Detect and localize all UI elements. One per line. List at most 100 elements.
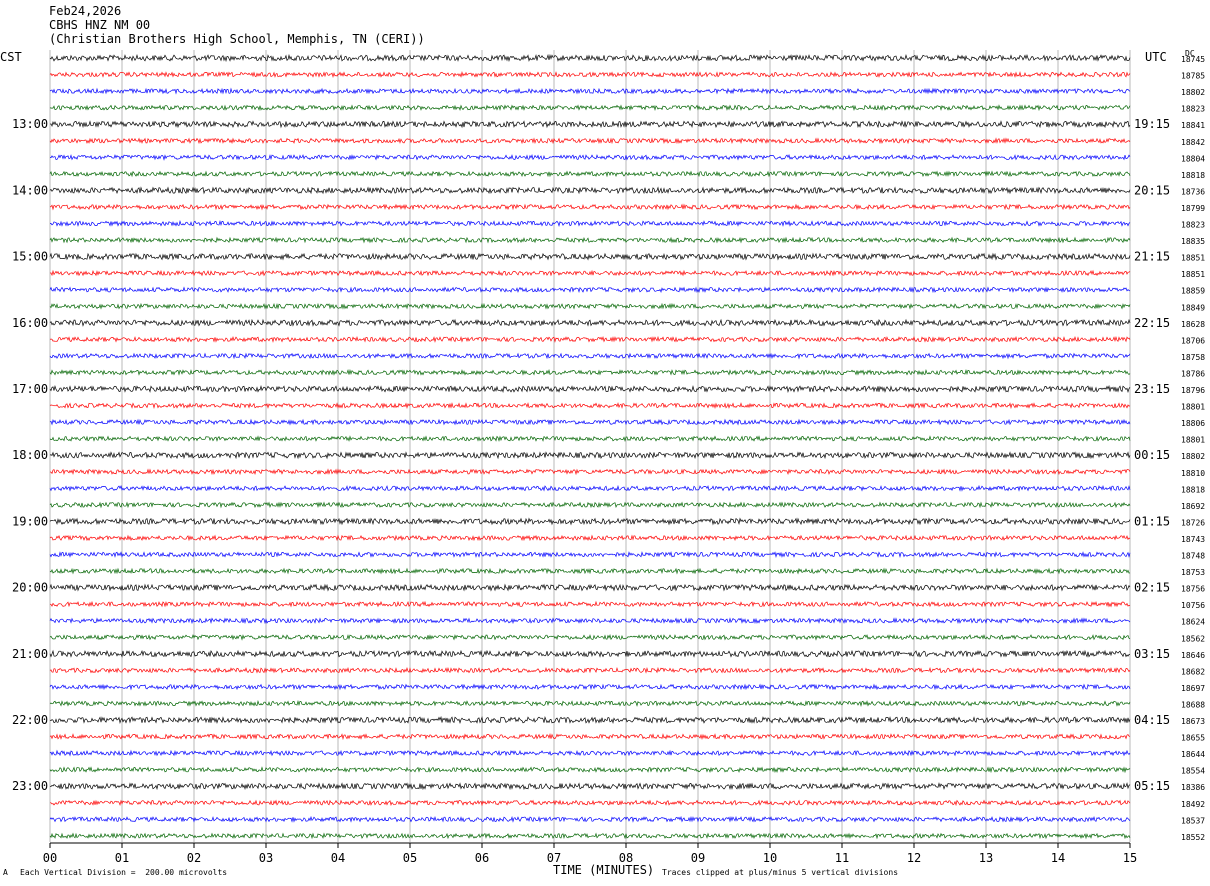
cst-hour-label: 17:00 bbox=[12, 382, 48, 396]
trace-row bbox=[49, 203, 1131, 211]
trace-row bbox=[49, 815, 1131, 823]
x-tick-label: 04 bbox=[331, 851, 345, 865]
x-tick-label: 08 bbox=[619, 851, 633, 865]
x-tick-label: 05 bbox=[403, 851, 417, 865]
trace-row bbox=[49, 53, 1131, 63]
dc-value: 18851 bbox=[1181, 254, 1205, 263]
dc-value: 18554 bbox=[1181, 767, 1205, 776]
x-axis-title: TIME (MINUTES) bbox=[553, 863, 655, 877]
location-label: (Christian Brothers High School, Memphis… bbox=[49, 32, 425, 46]
dc-value: 18745 bbox=[1181, 55, 1205, 64]
dc-value: 10756 bbox=[1181, 601, 1205, 610]
dc-value: 18823 bbox=[1181, 221, 1205, 230]
clip-note: Traces clipped at plus/minus 5 vertical … bbox=[662, 868, 899, 877]
x-tick-label: 10 bbox=[763, 851, 777, 865]
utc-hour-label: 21:15 bbox=[1134, 250, 1170, 264]
dc-value: 18552 bbox=[1181, 833, 1205, 842]
dc-value: 18692 bbox=[1181, 502, 1205, 511]
cst-axis-label: CST bbox=[0, 50, 22, 64]
dc-value: 18818 bbox=[1181, 485, 1205, 494]
cst-hour-label: 23:00 bbox=[12, 779, 48, 793]
dc-value: 18796 bbox=[1181, 386, 1205, 395]
trace-row bbox=[49, 451, 1131, 460]
dc-value: 18726 bbox=[1181, 518, 1205, 527]
utc-hour-label: 00:15 bbox=[1134, 448, 1170, 462]
dc-value: 18628 bbox=[1181, 320, 1205, 329]
x-tick-label: 06 bbox=[475, 851, 489, 865]
cst-hour-label: 21:00 bbox=[12, 647, 48, 661]
dc-value: 18806 bbox=[1181, 419, 1205, 428]
date-label: Feb24,2026 bbox=[49, 4, 122, 18]
dc-value: 18646 bbox=[1181, 651, 1205, 660]
trace-row bbox=[50, 799, 1131, 807]
dc-value: 18758 bbox=[1181, 353, 1205, 362]
dc-value: 18748 bbox=[1181, 552, 1205, 561]
trace-row bbox=[49, 435, 1131, 442]
dc-value: 18785 bbox=[1181, 72, 1205, 81]
dc-value: 18810 bbox=[1181, 469, 1205, 478]
cst-hour-label: 19:00 bbox=[12, 514, 48, 528]
utc-hour-label: 01:15 bbox=[1134, 514, 1170, 528]
x-tick-label: 00 bbox=[43, 851, 57, 865]
trace-row bbox=[49, 617, 1131, 625]
dc-value: 18801 bbox=[1181, 436, 1205, 445]
dc-value: 18823 bbox=[1181, 105, 1205, 114]
x-tick-label: 13 bbox=[979, 851, 993, 865]
x-tick-label: 09 bbox=[691, 851, 705, 865]
trace-row bbox=[49, 634, 1131, 641]
dc-value: 18859 bbox=[1181, 287, 1205, 296]
trace-row bbox=[49, 71, 1131, 78]
dc-value: 18835 bbox=[1181, 237, 1205, 246]
trace-row bbox=[49, 683, 1131, 691]
x-tick-label: 03 bbox=[259, 851, 273, 865]
dc-value: 18644 bbox=[1181, 750, 1205, 759]
trace-row bbox=[49, 302, 1131, 310]
dc-value: 18799 bbox=[1181, 204, 1205, 213]
trace-row bbox=[49, 733, 1131, 741]
trace-row bbox=[49, 154, 1131, 161]
trace-row bbox=[49, 517, 1131, 526]
trace-row bbox=[49, 269, 1131, 277]
cst-hour-label: 14:00 bbox=[12, 183, 48, 197]
trace-row bbox=[49, 87, 1131, 95]
dc-value: 18697 bbox=[1181, 684, 1205, 693]
trace-row bbox=[49, 186, 1131, 195]
dc-value: 18386 bbox=[1181, 783, 1205, 792]
x-tick-label: 02 bbox=[187, 851, 201, 865]
trace-row bbox=[49, 832, 1131, 840]
dc-value: 18706 bbox=[1181, 336, 1205, 345]
trace-row bbox=[49, 335, 1131, 343]
trace-row bbox=[49, 368, 1131, 376]
utc-hour-label: 19:15 bbox=[1134, 117, 1170, 131]
trace-row bbox=[49, 219, 1131, 227]
cst-hour-label: 13:00 bbox=[12, 117, 48, 131]
dc-value: 18492 bbox=[1181, 800, 1205, 809]
trace-row bbox=[49, 120, 1131, 129]
x-tick-label: 15 bbox=[1123, 851, 1137, 865]
trace-row bbox=[49, 782, 1131, 791]
dc-label: DC bbox=[1185, 49, 1195, 58]
dc-value: 18818 bbox=[1181, 171, 1205, 180]
trace-row bbox=[49, 600, 1131, 608]
trace-row bbox=[49, 236, 1131, 244]
dc-value: 18851 bbox=[1181, 270, 1205, 279]
dc-value: 18743 bbox=[1181, 535, 1205, 544]
dc-value: 18624 bbox=[1181, 618, 1205, 627]
cst-hour-label: 15:00 bbox=[12, 250, 48, 264]
trace-row bbox=[49, 104, 1131, 112]
trace-row bbox=[49, 649, 1131, 658]
trace-row bbox=[49, 318, 1131, 327]
utc-axis-label: UTC bbox=[1145, 50, 1167, 64]
trace-row bbox=[49, 666, 1131, 674]
dc-value: 18801 bbox=[1181, 403, 1205, 412]
cst-hour-label: 18:00 bbox=[12, 448, 48, 462]
utc-hour-label: 23:15 bbox=[1134, 382, 1170, 396]
utc-hour-label: 02:15 bbox=[1134, 581, 1170, 595]
trace-row bbox=[49, 749, 1131, 757]
dc-value: 18562 bbox=[1181, 634, 1205, 643]
trace-row bbox=[49, 583, 1131, 592]
trace-row bbox=[49, 418, 1131, 426]
trace-row bbox=[49, 567, 1131, 575]
corner-mark: A bbox=[3, 868, 8, 877]
utc-hour-label: 20:15 bbox=[1134, 183, 1170, 197]
